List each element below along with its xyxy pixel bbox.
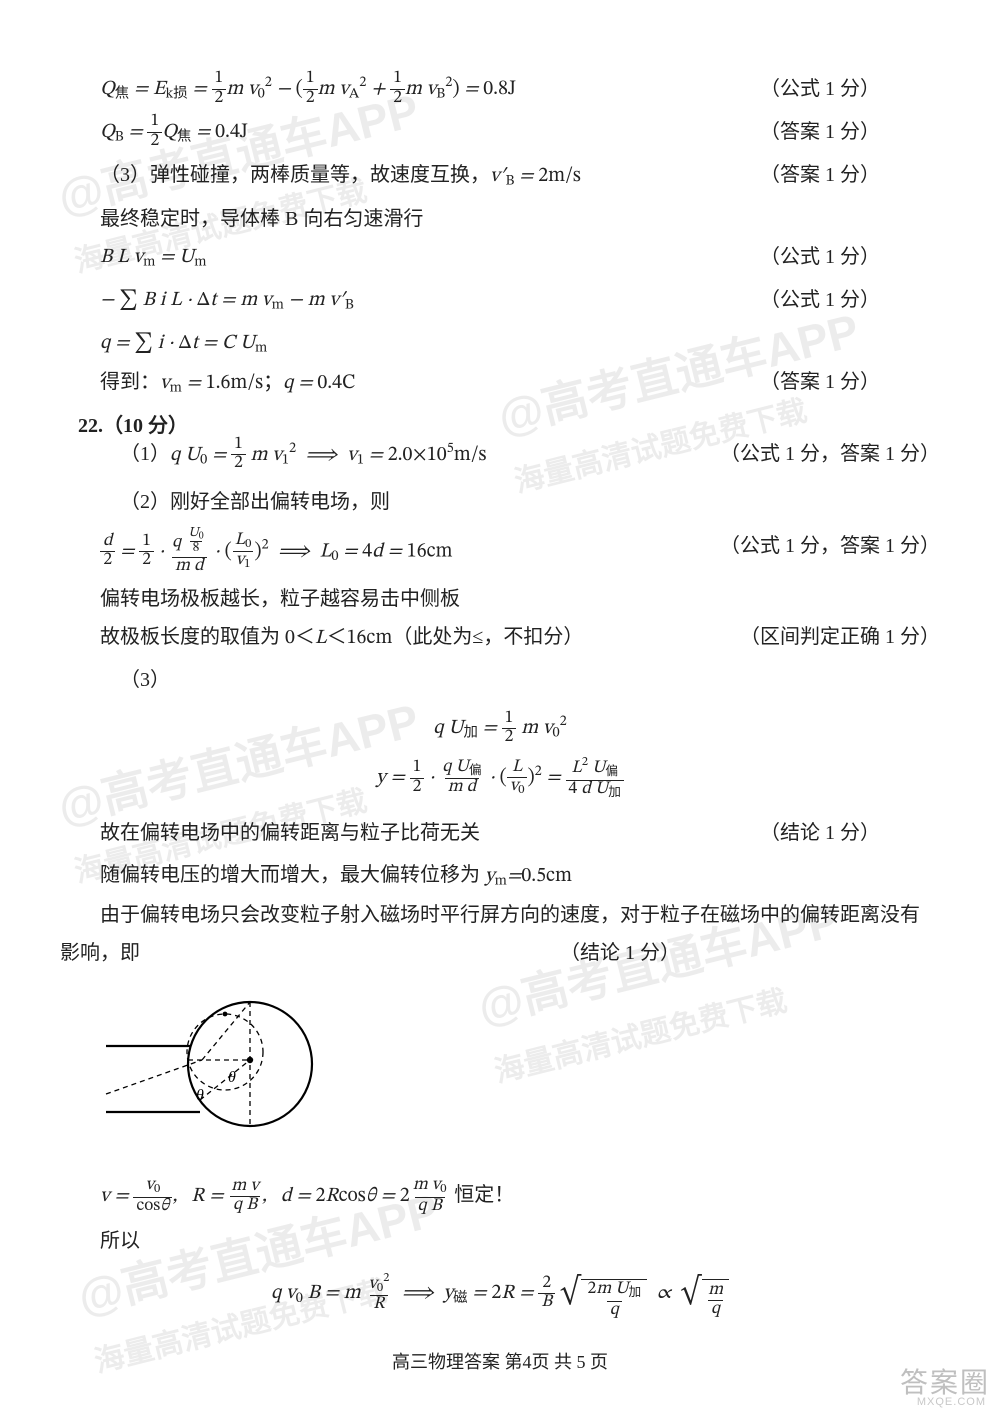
- formula: B L vm = Um: [100, 238, 760, 277]
- score-note: （答案 1 分）: [760, 363, 940, 401]
- formula: − ∑ B i L · Δt = m vm − m v′B: [100, 281, 760, 320]
- equation-line: − ∑ B i L · Δt = m vm − m v′B （公式 1 分）: [60, 281, 940, 320]
- text-line: 偏转电场极板越长，粒子越容易击中侧板: [60, 580, 940, 618]
- score-note: （公式 1 分）: [760, 281, 940, 319]
- text: 得到：vm = 1.6m/s；q = 0.4C: [100, 363, 760, 403]
- equation-line: d2 = 12 · q U08m d · (L0v1)2 ⟹ L0 = 4d =…: [60, 527, 940, 577]
- text-line: （3）弹性碰撞，两棒质量等，故速度互换，v′B = 2m/s （答案 1 分）: [60, 156, 940, 196]
- svg-text:θ: θ: [196, 1087, 204, 1104]
- equation-line: B L vm = Um （公式 1 分）: [60, 238, 940, 277]
- page-footer: 高三物理答案 第4页 共 5 页: [0, 1345, 1000, 1379]
- formula: QB = 12Q焦 = 0.4J: [100, 113, 760, 152]
- formula: Q焦 = Ek损 = 12m v02 − (12m vA2 + 12m vB2)…: [100, 70, 760, 109]
- text-line: 所以: [60, 1222, 940, 1260]
- text: （3）弹性碰撞，两棒质量等，故速度互换，v′B = 2m/s: [100, 156, 760, 196]
- score-note: （答案 1 分）: [760, 156, 940, 194]
- equation-line: Q焦 = Ek损 = 12m v02 − (12m vA2 + 12m vB2)…: [60, 70, 940, 109]
- text: 故在偏转电场中的偏转距离与粒子比荷无关: [100, 814, 760, 852]
- score-note: （答案 1 分）: [760, 113, 940, 151]
- centered-equation: y = 12 · q U偏m d · (Lv0)2 = L2 U偏4 d U加: [60, 756, 940, 800]
- score-note: （结论 1 分）: [560, 934, 940, 972]
- equation-line: QB = 12Q焦 = 0.4J （答案 1 分）: [60, 113, 940, 152]
- text-line: 最终稳定时，导体棒 B 向右匀速滑行: [60, 200, 940, 238]
- physics-diagram: θθ: [100, 982, 940, 1165]
- question-number: 22.（10 分）: [78, 407, 188, 445]
- text-line: 故在偏转电场中的偏转距离与粒子比荷无关 （结论 1 分）: [60, 814, 940, 852]
- score-note: （公式 1 分，答案 1 分）: [720, 435, 940, 473]
- svg-text:θ: θ: [228, 1069, 236, 1086]
- text-line: 得到：vm = 1.6m/s；q = 0.4C （答案 1 分）: [60, 363, 940, 403]
- score-note: （区间判定正确 1 分）: [740, 618, 940, 656]
- centered-equation: q U加 = 12 m v02: [60, 709, 940, 748]
- text-line: 由于偏转电场只会改变粒子射入磁场时平行屏方向的速度，对于粒子在磁场中的偏转距离没…: [60, 896, 940, 934]
- text-line: 故极板长度的取值为 0＜L＜16cm（此处为≤，不扣分） （区间判定正确 1 分…: [60, 618, 940, 657]
- text-line: 影响，即 （结论 1 分）: [60, 934, 940, 972]
- text-line: 随偏转电压的增大而增大，最大偏转位移为 ym=0.5cm: [60, 856, 940, 896]
- score-note: （公式 1 分，答案 1 分）: [720, 527, 940, 565]
- text: 故极板长度的取值为 0＜L＜16cm（此处为≤，不扣分）: [100, 618, 740, 657]
- text: 影响，即: [60, 934, 560, 972]
- score-note: （公式 1 分）: [760, 70, 940, 108]
- equation-line: v = v0cosθ, R = m vq B, d = 2Rcosθ = 2m …: [60, 1177, 940, 1216]
- text-line: （2）刚好全部出偏转电场，则: [60, 483, 940, 521]
- centered-equation: q v0 B = m v02R ⟹ y磁 = 2R = 2B √2m U加q ∝…: [60, 1272, 940, 1320]
- score-note: （结论 1 分）: [760, 814, 940, 852]
- equation-line: q = ∑ i · Δt = C Um: [60, 324, 940, 363]
- score-note: （公式 1 分）: [760, 238, 940, 276]
- text-line: （3）: [60, 661, 940, 699]
- formula: d2 = 12 · q U08m d · (L0v1)2 ⟹ L0 = 4d =…: [100, 527, 720, 577]
- formula: （1）q U0 = 12 m v12 ⟹ v1 = 2.0×105m/s: [120, 435, 720, 475]
- brand-url: MXQE.COM: [917, 1392, 986, 1413]
- equation-line: （1）q U0 = 12 m v12 ⟹ v1 = 2.0×105m/s （公式…: [60, 435, 940, 475]
